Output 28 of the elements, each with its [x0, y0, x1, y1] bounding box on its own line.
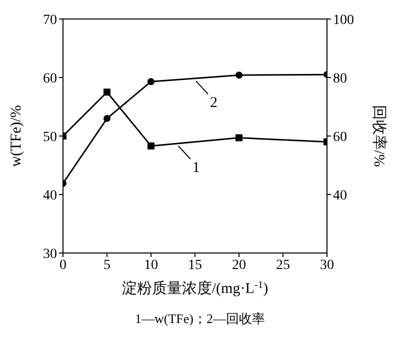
annotation: 2	[210, 95, 218, 112]
y-tick-label: 60	[43, 71, 57, 86]
y-axis-title: w(TFe)/%	[8, 105, 24, 167]
annotation: 1	[192, 160, 200, 176]
y-tick-label: 40	[43, 188, 57, 204]
text: 1—w(TFe)；2—回收率	[134, 310, 266, 328]
x-tick-label: 20	[232, 258, 246, 273]
y2-tick-label: 80	[333, 71, 347, 86]
point	[148, 78, 154, 86]
x-tick-label: 5	[104, 258, 110, 273]
x-tick-label: 30	[320, 258, 334, 273]
x-tick-label: 10	[144, 258, 158, 273]
x-tick-label: 25	[276, 258, 290, 273]
point	[148, 142, 154, 150]
x-tick-label: 15	[188, 258, 202, 273]
y2-axis-title: 回收率/%	[370, 105, 388, 167]
y-tick-label: 30	[43, 246, 57, 262]
y2-tick-label: 40	[333, 188, 347, 204]
point	[104, 114, 110, 122]
x-axis-title: 淀粉质量浓度/(mg·L$^{-1}$)	[122, 280, 268, 297]
y2-tick-label: 100	[333, 12, 354, 28]
y-tick-label: 50	[43, 130, 57, 145]
y-tick-label: 70	[43, 12, 57, 28]
point	[104, 88, 110, 96]
point	[236, 72, 242, 79]
point	[236, 134, 242, 142]
y2-tick-label: 60	[333, 130, 347, 145]
x-tick-label: 0	[60, 258, 66, 273]
